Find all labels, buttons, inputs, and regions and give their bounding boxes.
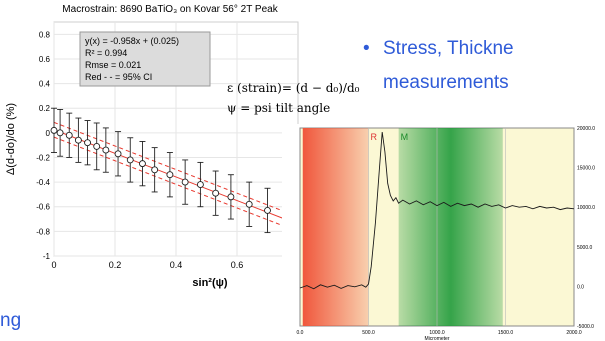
y-tick-label: 0.2 (39, 104, 51, 113)
legend-line: y(x) = -0.958x + (0.025) (85, 36, 179, 46)
data-point (126, 156, 134, 164)
y-tick-label: -0.2 (36, 153, 50, 162)
y-tick-label: 0 (46, 129, 51, 138)
data-point (166, 171, 174, 179)
bullet-line-2: measurements (383, 72, 509, 93)
chart-title: Macrostrain: 8690 BaTiO₃ on Kovar 56° 2T… (62, 4, 278, 15)
data-point (138, 160, 146, 168)
legend-line: Red - - = 95% CI (85, 72, 152, 82)
data-point (74, 136, 82, 144)
x-tick-label: 0 (51, 260, 56, 270)
trace-chart: R M 0.0 500.0 1000.0 1500.0 2000.0 Micrometer 20… (282, 124, 605, 341)
y-tick-label: 0.8 (39, 30, 51, 39)
fit-legend: y(x) = -0.958x + (0.025) R² = 0.994 Rmse =… (79, 31, 211, 87)
data-point (56, 129, 64, 137)
y-axis-label: Δ(d-do)/do (%) (5, 103, 17, 175)
macrostrain-chart: 0 0.2 0.4 0.6 -1 -0.8 -0.6 -0.4 -0.2 0 0.2 0.4 0.6 0.… (5, 4, 299, 289)
strain-formula: ε (strain)= (d − d₀)/d₀ (227, 81, 360, 95)
data-point (212, 189, 220, 197)
data-point (93, 142, 101, 150)
data-point (245, 200, 253, 208)
trace-y-tick-label: 0.0 (577, 284, 584, 290)
trace-y-tick-label: 10000.0 (577, 205, 595, 211)
green-band (398, 128, 503, 326)
x-tick-label: 0.2 (109, 260, 122, 270)
y-tick-label: -0.4 (36, 178, 50, 187)
data-point (65, 131, 73, 139)
psi-definition: ψ = psi tilt angle (227, 101, 331, 115)
trace-line (299, 131, 575, 290)
data-point (196, 181, 204, 189)
y-tick-label: -1 (43, 252, 51, 261)
marker-r: R (371, 132, 378, 142)
left-text-fragment: ng (0, 310, 22, 331)
bullet-line-1: Stress, Thickne (383, 38, 514, 59)
trace-y-tick-label: 5000.0 (577, 245, 593, 251)
data-point (181, 178, 189, 186)
x-axis-label: sin²(ψ) (192, 277, 228, 289)
data-point (151, 166, 159, 174)
y-tick-label: -0.8 (36, 227, 50, 236)
red-band (302, 128, 369, 326)
data-point (102, 146, 110, 154)
trace-x-tick-label: 1500.0 (498, 330, 514, 336)
ci-line (53, 136, 299, 233)
data-point (114, 150, 122, 158)
y-tick-label: 0.6 (39, 55, 51, 64)
x-tick-label: 0.4 (170, 260, 183, 270)
trace-y-tick-label: -5000.0 (577, 324, 594, 330)
ci-line (53, 121, 299, 218)
trace-y-tick-label: 15000.0 (577, 166, 595, 172)
trace-x-tick-label: 0.0 (297, 330, 304, 336)
legend-line: Rmse = 0.021 (85, 60, 141, 70)
legend-box (79, 31, 211, 87)
marker-m: M (401, 132, 409, 142)
trace-y-tick-label: 20000.0 (577, 126, 595, 132)
data-point (264, 206, 271, 214)
y-tick-label: -0.6 (36, 203, 50, 212)
legend-line: R² = 0.994 (85, 48, 127, 58)
trace-x-tick-label: 1000.0 (429, 330, 445, 336)
data-point (50, 126, 58, 134)
data-point (227, 193, 235, 201)
y-tick-label: 0.4 (39, 80, 51, 89)
bullet-symbol: • (363, 38, 370, 59)
x-tick-label: 0.6 (231, 260, 244, 270)
trace-x-axis-label: Micrometer (424, 336, 449, 341)
trace-x-tick-label: 2000.0 (566, 330, 582, 336)
data-point (84, 139, 92, 147)
trace-x-tick-label: 500.0 (362, 330, 375, 336)
